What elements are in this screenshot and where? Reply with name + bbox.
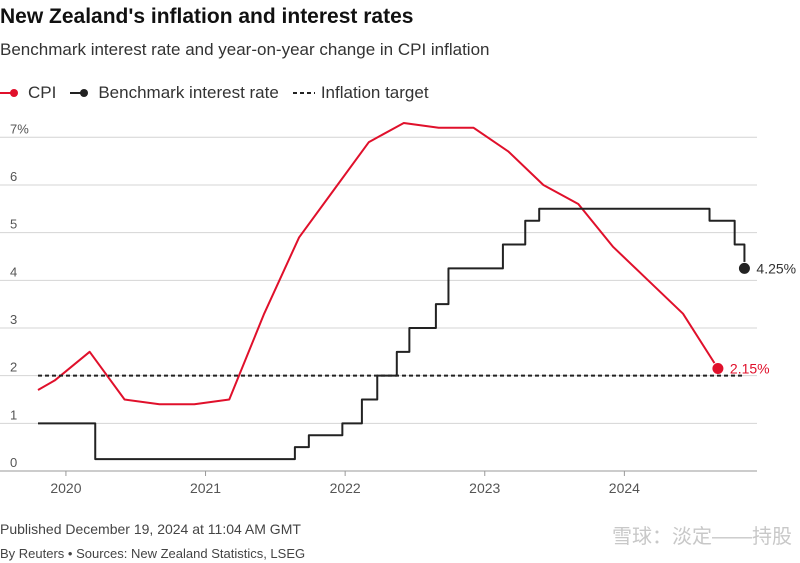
chart-plot: 0 1 2 3 4 5 6 7% 2020 2021 2022 2023 2024 2.15% 4.25% bbox=[0, 121, 796, 496]
y-tick-label: 3 bbox=[10, 312, 17, 327]
y-tick-label: 2 bbox=[10, 360, 17, 375]
x-tick-label: 2020 bbox=[50, 480, 81, 496]
y-tick-label: 0 bbox=[10, 455, 17, 470]
y-tick-label: 4 bbox=[10, 264, 17, 279]
legend-item-interest-rate: Benchmark interest rate bbox=[70, 83, 279, 103]
x-tick-label: 2024 bbox=[609, 480, 640, 496]
benchmark-interest-rate-end-marker bbox=[737, 261, 751, 275]
legend-item-cpi: CPI bbox=[0, 83, 56, 103]
y-tick-label: 1 bbox=[10, 407, 17, 422]
x-tick-label: 2023 bbox=[469, 480, 500, 496]
legend-cpi-swatch bbox=[0, 89, 18, 97]
cpi-end-label: 2.15% bbox=[730, 361, 770, 377]
benchmark-interest-rate-line bbox=[38, 207, 746, 461]
legend: CPI Benchmark interest rate Inflation ta… bbox=[0, 83, 429, 103]
source-credit: By Reuters • Sources: New Zealand Statis… bbox=[0, 546, 306, 561]
legend-inflation-target-swatch bbox=[292, 92, 315, 94]
published-date: Published December 19, 2024 at 11:04 AM … bbox=[0, 521, 301, 537]
legend-item-inflation-target: Inflation target bbox=[292, 83, 429, 103]
legend-interest-rate-label: Benchmark interest rate bbox=[98, 83, 279, 102]
chart-subtitle: Benchmark interest rate and year-on-year… bbox=[0, 40, 490, 59]
y-tick-label: 5 bbox=[10, 217, 17, 232]
x-tick-label: 2022 bbox=[330, 480, 361, 496]
watermark-text: 雪球：淡定——持股 bbox=[612, 526, 792, 548]
y-tick-label: 7% bbox=[10, 121, 29, 136]
benchmark-interest-rate-end-label: 4.25% bbox=[756, 260, 796, 276]
cpi-end-marker bbox=[711, 362, 725, 376]
legend-interest-rate-swatch bbox=[70, 89, 89, 97]
legend-inflation-target-label: Inflation target bbox=[320, 83, 429, 102]
x-tick-label: 2021 bbox=[190, 480, 221, 496]
cpi-line bbox=[37, 122, 719, 406]
y-tick-label: 6 bbox=[10, 169, 17, 184]
watermark: 雪球：淡定——持股 bbox=[612, 520, 792, 549]
legend-cpi-label: CPI bbox=[28, 83, 57, 102]
chart-title: New Zealand's inflation and interest rat… bbox=[0, 5, 414, 28]
